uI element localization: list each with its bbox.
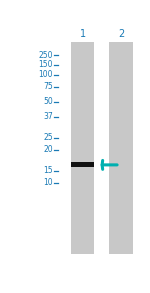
Text: 250: 250 [39, 50, 53, 59]
Text: 15: 15 [43, 166, 53, 175]
Text: 150: 150 [39, 60, 53, 69]
Text: 25: 25 [43, 133, 53, 142]
Text: 1: 1 [80, 29, 86, 39]
Text: 75: 75 [43, 82, 53, 91]
Bar [110, 42, 133, 254]
Bar [71, 162, 94, 167]
Text: 50: 50 [43, 97, 53, 106]
Bar [71, 42, 94, 254]
Text: 37: 37 [43, 112, 53, 121]
Text: 20: 20 [43, 145, 53, 154]
Text: 100: 100 [39, 70, 53, 79]
Text: 10: 10 [43, 178, 53, 188]
Text: 2: 2 [118, 29, 124, 39]
